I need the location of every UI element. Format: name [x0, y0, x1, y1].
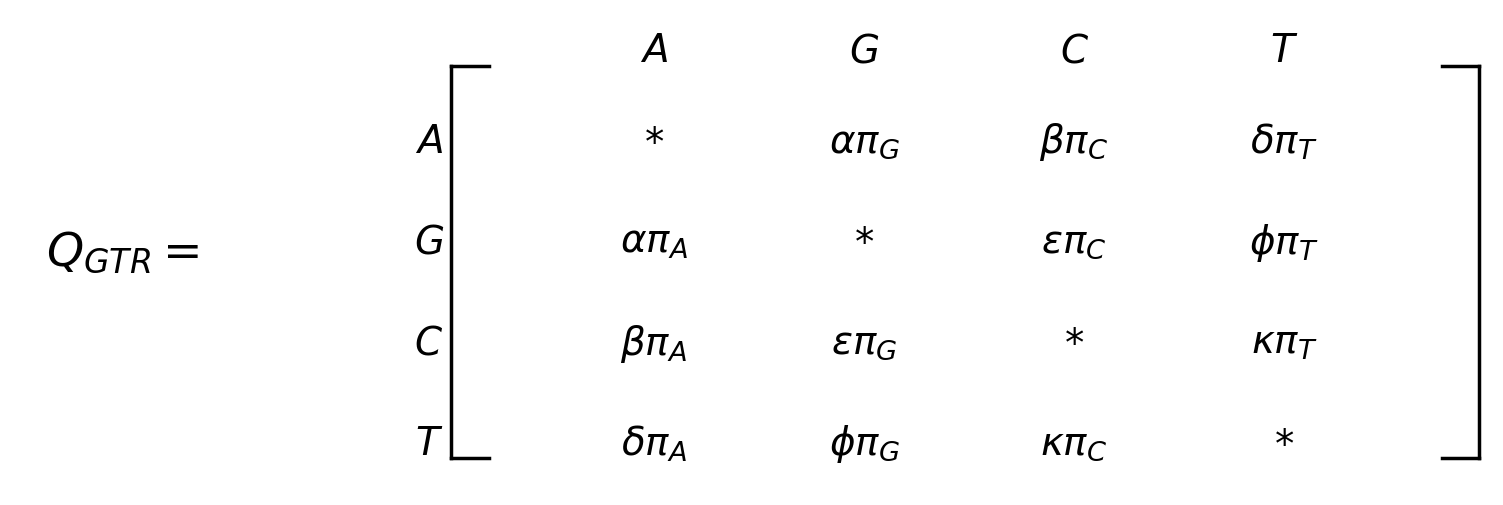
- Text: $G$: $G$: [413, 224, 443, 261]
- Text: $C$: $C$: [415, 324, 443, 362]
- Text: $A$: $A$: [415, 124, 443, 161]
- Text: $Q_{GTR} =$: $Q_{GTR} =$: [47, 230, 200, 275]
- Text: $*$: $*$: [1275, 425, 1294, 462]
- Text: $\beta\pi_C$: $\beta\pi_C$: [1040, 121, 1109, 163]
- Text: $\alpha\pi_G$: $\alpha\pi_G$: [828, 124, 899, 161]
- Text: $\kappa\pi_C$: $\kappa\pi_C$: [1040, 425, 1108, 462]
- Text: $*$: $*$: [1064, 324, 1084, 362]
- Text: $\kappa\pi_T$: $\kappa\pi_T$: [1250, 324, 1318, 362]
- Text: $T$: $T$: [415, 425, 443, 462]
- Text: $*$: $*$: [643, 124, 664, 161]
- Text: $\epsilon\pi_G$: $\epsilon\pi_G$: [831, 324, 897, 362]
- Text: $T$: $T$: [1270, 33, 1299, 70]
- Text: $\delta\pi_T$: $\delta\pi_T$: [1250, 122, 1318, 162]
- Text: $\epsilon\pi_C$: $\epsilon\pi_C$: [1042, 224, 1106, 261]
- Text: $\beta\pi_A$: $\beta\pi_A$: [621, 322, 687, 364]
- Text: $A$: $A$: [640, 33, 667, 70]
- Text: $\delta\pi_A$: $\delta\pi_A$: [621, 423, 687, 464]
- Text: $C$: $C$: [1060, 33, 1088, 70]
- Text: $\alpha\pi_A$: $\alpha\pi_A$: [621, 224, 688, 261]
- Text: $\phi\pi_T$: $\phi\pi_T$: [1249, 222, 1318, 264]
- Text: $\phi\pi_G$: $\phi\pi_G$: [828, 422, 899, 464]
- Text: $G$: $G$: [849, 33, 879, 70]
- Text: $*$: $*$: [854, 224, 875, 261]
